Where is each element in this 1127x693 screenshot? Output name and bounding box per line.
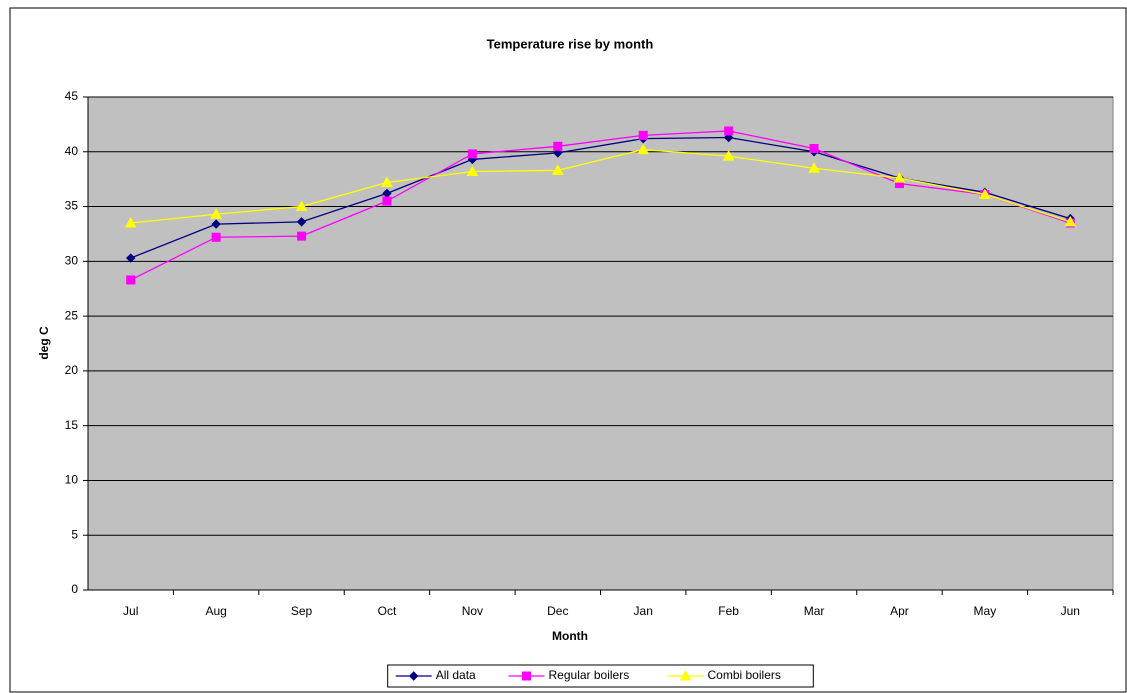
- y-tick-label: 15: [65, 418, 79, 432]
- y-tick-label: 25: [65, 308, 79, 322]
- marker: [893, 172, 906, 183]
- x-tick-label: May: [974, 604, 997, 618]
- x-tick-label: Jan: [634, 604, 653, 618]
- legend-marker: [522, 671, 531, 681]
- marker: [553, 148, 563, 158]
- legend-label: Combi boilers: [708, 668, 781, 682]
- legend-marker: [679, 669, 692, 681]
- marker: [296, 217, 307, 227]
- y-tick-label: 5: [71, 527, 78, 541]
- legend-label: Regular boilers: [549, 668, 630, 682]
- x-tick-label: Sep: [291, 604, 313, 618]
- marker: [637, 143, 650, 155]
- marker: [211, 232, 221, 242]
- chart-title: Temperature rise by month: [487, 36, 654, 51]
- x-tick-label: Dec: [547, 604, 568, 618]
- x-tick-label: Mar: [804, 604, 825, 618]
- y-tick-label: 35: [65, 199, 79, 213]
- marker: [808, 162, 820, 173]
- x-tick-label: Aug: [205, 604, 226, 618]
- marker: [124, 216, 137, 228]
- marker: [638, 130, 648, 140]
- series-line: [130, 148, 1071, 224]
- legend-label: All data: [436, 668, 476, 682]
- legend-marker: [408, 671, 419, 681]
- marker: [126, 275, 136, 285]
- marker: [211, 219, 221, 229]
- y-tick-label: 30: [65, 254, 79, 268]
- marker: [382, 196, 392, 206]
- y-axis-label: deg C: [37, 326, 51, 360]
- marker: [297, 231, 307, 241]
- y-tick-label: 40: [65, 144, 79, 158]
- marker: [723, 132, 734, 143]
- marker: [467, 149, 477, 159]
- x-tick-label: Nov: [462, 604, 483, 618]
- marker: [722, 150, 735, 161]
- x-tick-label: Jul: [123, 604, 138, 618]
- marker: [979, 188, 991, 200]
- marker: [295, 200, 308, 212]
- y-tick-label: 45: [65, 89, 79, 103]
- marker: [466, 165, 479, 176]
- marker: [381, 176, 393, 187]
- legend: [387, 664, 814, 688]
- marker: [724, 126, 734, 136]
- marker: [210, 208, 222, 219]
- x-tick-label: Oct: [378, 604, 397, 618]
- series-line: [130, 130, 1071, 281]
- marker: [809, 143, 819, 153]
- marker: [1064, 215, 1077, 227]
- y-tick-label: 10: [65, 473, 79, 487]
- marker: [126, 253, 136, 263]
- x-tick-label: Apr: [890, 604, 909, 618]
- x-axis-label: Month: [552, 629, 588, 643]
- plot-area: [87, 96, 1114, 591]
- marker: [551, 164, 564, 175]
- y-tick-label: 20: [65, 363, 79, 377]
- marker: [553, 141, 563, 151]
- y-tick-label: 0: [71, 582, 78, 596]
- x-tick-label: Jun: [1061, 604, 1080, 618]
- x-tick-label: Feb: [718, 604, 739, 618]
